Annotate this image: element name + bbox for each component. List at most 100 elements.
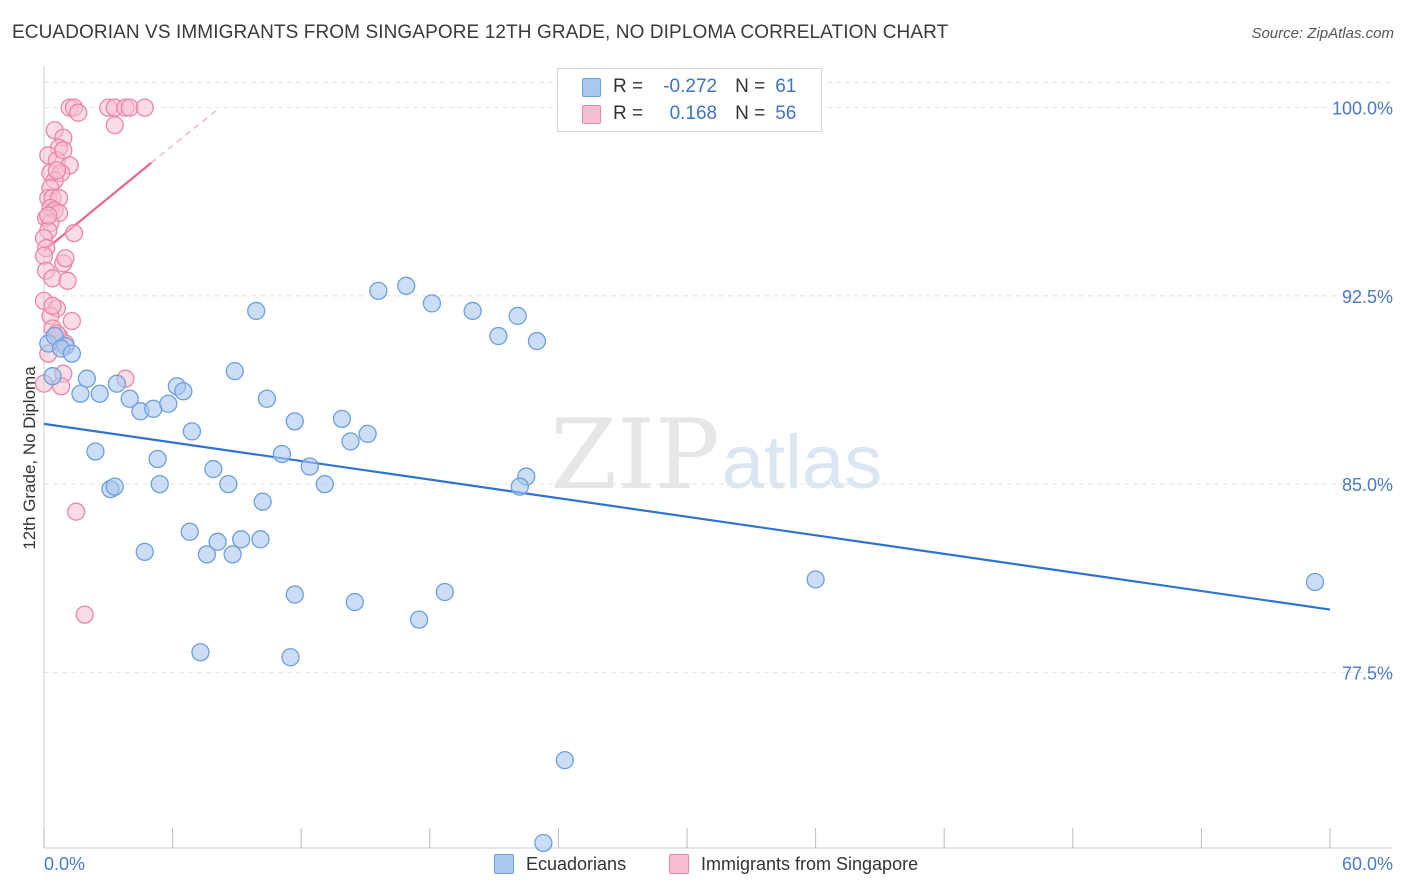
y-tick-label: 100.0% <box>1332 99 1393 119</box>
data-point-ecuadorians <box>204 459 223 479</box>
data-point-ecuadorians <box>508 306 527 326</box>
data-point-ecuadorians <box>527 331 547 351</box>
x-tick-label: 60.0% <box>1342 854 1393 874</box>
data-point-singapore <box>47 161 67 180</box>
data-point-singapore <box>34 246 54 265</box>
data-point-ecuadorians <box>148 449 167 469</box>
data-point-ecuadorians <box>86 442 105 461</box>
data-point-ecuadorians <box>107 374 127 393</box>
watermark: ZIP atlas <box>550 399 882 511</box>
data-point-ecuadorians <box>463 301 482 321</box>
legend-n-value: 56 <box>775 103 797 124</box>
legend-r-label: R = <box>613 103 644 124</box>
trend-line-singapore <box>43 162 152 252</box>
correlation-legend: R = -0.272 N = 61 R = 0.168 N = 56 <box>557 68 822 132</box>
data-point-ecuadorians <box>358 424 377 444</box>
data-point-ecuadorians <box>150 474 169 494</box>
data-point-ecuadorians <box>191 643 210 662</box>
data-point-singapore <box>67 502 86 521</box>
bottom-legend-label: Immigrants from Singapore <box>701 853 919 874</box>
data-point-ecuadorians <box>272 444 292 464</box>
legend-swatch-blue <box>494 854 514 874</box>
data-point-ecuadorians <box>435 582 454 602</box>
trend-line-ecuadorians <box>43 422 1331 611</box>
chart-title: ECUADORIAN VS IMMIGRANTS FROM SINGAPORE … <box>12 22 949 43</box>
bottom-legend-label: Ecuadorians <box>526 853 627 874</box>
bottom-legend-singapore: Immigrants from Singapore <box>669 852 918 876</box>
trend-lines <box>43 107 1331 611</box>
data-point-ecuadorians <box>510 477 529 496</box>
legend-r-value: -0.272 <box>663 76 718 97</box>
data-point-ecuadorians <box>397 276 416 295</box>
y-tick-label: 92.5% <box>1342 287 1393 307</box>
data-point-ecuadorians <box>409 610 429 629</box>
data-point-singapore <box>69 103 88 122</box>
legend-r-label: R = <box>613 76 644 97</box>
data-point-ecuadorians <box>257 389 277 408</box>
data-point-ecuadorians <box>174 382 193 401</box>
data-point-ecuadorians <box>1305 572 1325 592</box>
legend-n-label: N = <box>735 103 766 124</box>
data-point-ecuadorians <box>285 585 304 604</box>
series-singapore-points <box>34 98 154 624</box>
y-tick-label: 77.5% <box>1342 663 1393 683</box>
data-point-singapore <box>75 605 94 624</box>
data-point-singapore <box>58 271 77 290</box>
legend-row-singapore: R = 0.168 N = 56 <box>582 101 796 127</box>
legend-n-value: 61 <box>775 76 797 97</box>
data-point-ecuadorians <box>90 384 109 403</box>
data-point-ecuadorians <box>208 532 227 551</box>
data-point-singapore <box>56 249 75 268</box>
data-point-ecuadorians <box>232 530 251 549</box>
data-point-ecuadorians <box>806 570 825 589</box>
data-point-ecuadorians <box>300 457 319 476</box>
data-point-ecuadorians <box>225 362 244 381</box>
data-point-ecuadorians <box>555 751 574 770</box>
data-point-ecuadorians <box>281 648 300 667</box>
data-point-ecuadorians <box>534 833 553 853</box>
data-point-ecuadorians <box>223 545 242 564</box>
data-point-ecuadorians <box>43 367 62 386</box>
series-ecuadorians-points <box>39 276 1325 853</box>
data-point-ecuadorians <box>315 474 334 494</box>
data-point-ecuadorians <box>180 522 199 541</box>
watermark-zip: ZIP <box>550 399 719 511</box>
data-point-singapore <box>135 98 154 117</box>
data-point-ecuadorians <box>422 294 442 313</box>
data-point-ecuadorians <box>219 474 238 494</box>
data-point-singapore <box>43 296 62 316</box>
data-point-ecuadorians <box>489 326 508 346</box>
y-tick-label: 85.0% <box>1342 475 1393 495</box>
data-point-ecuadorians <box>247 301 266 321</box>
data-point-ecuadorians <box>182 422 202 441</box>
data-point-ecuadorians <box>62 344 82 363</box>
bottom-legend-ecuadorians: Ecuadorians <box>494 852 626 876</box>
data-point-ecuadorians <box>197 545 217 564</box>
legend-row-ecuadorians: R = -0.272 N = 61 <box>582 74 796 100</box>
legend-n-label: N = <box>735 76 766 97</box>
data-point-ecuadorians <box>369 281 388 301</box>
watermark-atlas: atlas <box>722 420 883 505</box>
data-point-ecuadorians <box>71 384 90 403</box>
source-label: Source: ZipAtlas.com <box>1251 25 1394 42</box>
data-point-ecuadorians <box>77 369 97 388</box>
data-point-singapore <box>64 223 84 243</box>
tick-labels: 77.5% 85.0% 92.5% 100.0% 0.0% 60.0% <box>44 99 1393 874</box>
gridlines <box>44 82 1392 673</box>
legend-swatch-blue <box>582 77 601 97</box>
legend-swatch-pink <box>582 104 601 124</box>
data-point-ecuadorians <box>135 542 154 562</box>
data-point-ecuadorians <box>251 530 270 549</box>
data-point-ecuadorians <box>120 389 139 408</box>
legend-r-value: 0.168 <box>669 103 718 124</box>
data-point-ecuadorians <box>159 394 178 413</box>
data-point-singapore <box>39 206 58 225</box>
data-point-ecuadorians <box>285 412 304 431</box>
data-point-ecuadorians <box>341 432 360 451</box>
data-point-ecuadorians <box>332 409 352 428</box>
trend-line-singapore-extension <box>150 107 221 164</box>
x-tick-label: 0.0% <box>44 854 85 874</box>
data-point-ecuadorians <box>105 477 124 496</box>
data-point-singapore <box>43 269 62 288</box>
